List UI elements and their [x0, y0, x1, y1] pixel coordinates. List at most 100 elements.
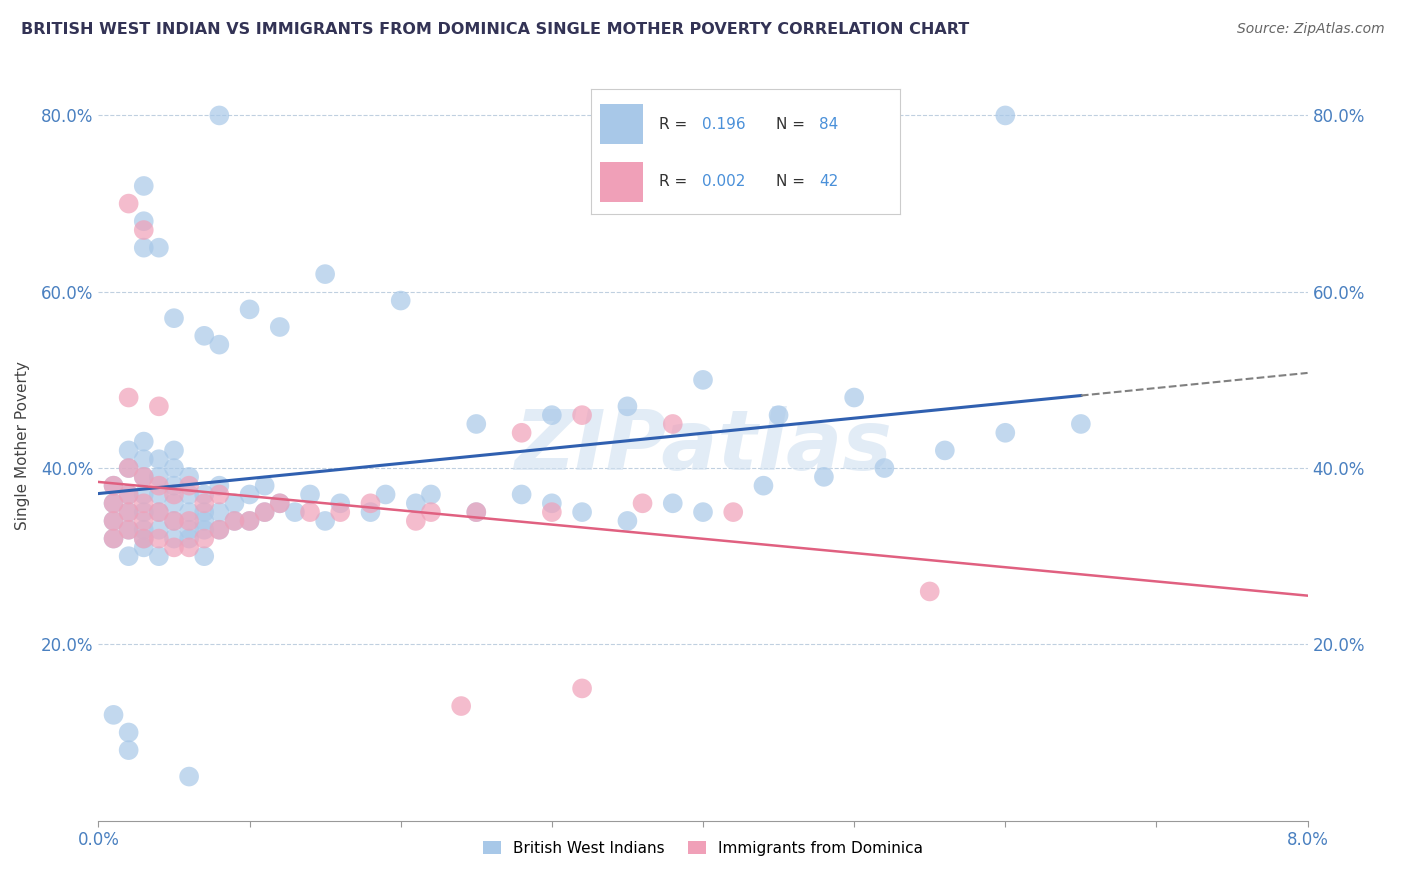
Point: [103, 707, 125, 722]
Point: [193, 514, 215, 528]
Point: [723, 505, 745, 519]
Point: [163, 532, 186, 546]
Point: [118, 461, 141, 475]
Point: [118, 743, 141, 757]
Point: [510, 487, 533, 501]
Point: [616, 400, 638, 414]
Point: [374, 487, 396, 501]
Point: [918, 584, 941, 599]
Point: [132, 178, 155, 193]
Point: [118, 443, 141, 458]
Point: [118, 487, 141, 501]
Point: [253, 505, 276, 519]
Point: [118, 391, 141, 405]
Point: [994, 108, 1017, 122]
Point: [314, 514, 336, 528]
Point: [934, 443, 956, 458]
Point: [103, 514, 125, 528]
Text: 0.002: 0.002: [702, 174, 745, 189]
Point: [132, 541, 155, 555]
Point: [163, 514, 186, 528]
Point: [1070, 417, 1092, 431]
Point: [179, 470, 201, 484]
Point: [510, 425, 533, 440]
Point: [465, 505, 488, 519]
Point: [208, 487, 231, 501]
Point: [239, 487, 262, 501]
Point: [239, 514, 262, 528]
Point: [179, 541, 201, 555]
Point: [103, 532, 125, 546]
Point: [193, 328, 215, 343]
Point: [269, 320, 291, 334]
Point: [224, 496, 246, 510]
Text: R =: R =: [658, 174, 692, 189]
Point: [163, 461, 186, 475]
Point: [132, 452, 155, 467]
Point: [148, 505, 170, 519]
Point: [193, 487, 215, 501]
Point: [148, 452, 170, 467]
Point: [692, 505, 714, 519]
Point: [692, 373, 714, 387]
Point: [193, 532, 215, 546]
Point: [360, 496, 382, 510]
Point: [103, 496, 125, 510]
Point: [450, 699, 472, 714]
Point: [661, 417, 683, 431]
Point: [299, 487, 322, 501]
Point: [193, 496, 215, 510]
Text: 84: 84: [820, 117, 838, 132]
Text: 0.196: 0.196: [702, 117, 745, 132]
Point: [118, 487, 141, 501]
Legend: British West Indians, Immigrants from Dominica: British West Indians, Immigrants from Do…: [477, 834, 929, 862]
Point: [269, 496, 291, 510]
Point: [118, 523, 141, 537]
Point: [163, 478, 186, 492]
Point: [208, 478, 231, 492]
Point: [103, 478, 125, 492]
Point: [661, 496, 683, 510]
Point: [118, 523, 141, 537]
Point: [813, 470, 835, 484]
Point: [269, 496, 291, 510]
Point: [616, 514, 638, 528]
Point: [299, 505, 322, 519]
Point: [208, 108, 231, 122]
Point: [118, 461, 141, 475]
Point: [179, 514, 201, 528]
Text: N =: N =: [776, 117, 810, 132]
Bar: [600, 161, 643, 202]
Point: [163, 514, 186, 528]
Point: [163, 311, 186, 326]
Point: [329, 505, 352, 519]
Point: [132, 523, 155, 537]
Point: [768, 408, 790, 422]
Point: [253, 505, 276, 519]
Point: [239, 514, 262, 528]
Point: [163, 496, 186, 510]
Point: [193, 549, 215, 564]
Text: N =: N =: [776, 174, 810, 189]
Text: BRITISH WEST INDIAN VS IMMIGRANTS FROM DOMINICA SINGLE MOTHER POVERTY CORRELATIO: BRITISH WEST INDIAN VS IMMIGRANTS FROM D…: [21, 22, 969, 37]
Point: [465, 417, 488, 431]
Point: [118, 505, 141, 519]
Point: [118, 725, 141, 739]
Point: [179, 770, 201, 784]
Point: [163, 541, 186, 555]
Point: [132, 532, 155, 546]
Point: [208, 337, 231, 351]
Point: [465, 505, 488, 519]
Point: [752, 478, 775, 492]
Point: [631, 496, 654, 510]
Point: [148, 523, 170, 537]
Point: [132, 470, 155, 484]
Point: [132, 505, 155, 519]
Point: [253, 478, 276, 492]
Point: [179, 478, 201, 492]
Point: [179, 487, 201, 501]
Point: [132, 470, 155, 484]
Point: [103, 496, 125, 510]
Point: [103, 478, 125, 492]
Point: [540, 496, 562, 510]
